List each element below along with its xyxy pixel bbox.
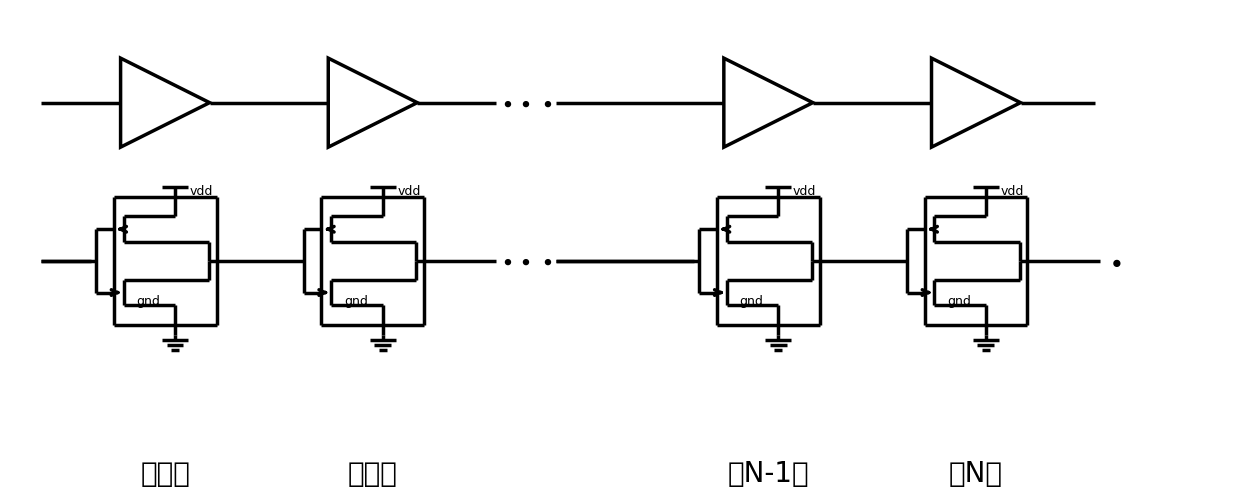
- Text: gnd: gnd: [343, 294, 368, 307]
- Text: 第一级: 第一级: [140, 459, 190, 487]
- Text: 第二级: 第二级: [348, 459, 398, 487]
- Text: $\bullet\bullet\bullet$: $\bullet\bullet\bullet$: [500, 252, 553, 272]
- Text: vdd: vdd: [398, 185, 420, 198]
- Text: vdd: vdd: [794, 185, 816, 198]
- Text: 第N-1级: 第N-1级: [728, 459, 810, 487]
- Text: gnd: gnd: [136, 294, 160, 307]
- Text: $\bullet\bullet\bullet$: $\bullet\bullet\bullet$: [500, 94, 553, 113]
- Text: gnd: gnd: [740, 294, 764, 307]
- Text: 第N级: 第N级: [949, 459, 1003, 487]
- Text: gnd: gnd: [947, 294, 971, 307]
- Text: vdd: vdd: [1001, 185, 1024, 198]
- Text: vdd: vdd: [190, 185, 213, 198]
- Text: $\bullet$: $\bullet$: [1107, 249, 1121, 274]
